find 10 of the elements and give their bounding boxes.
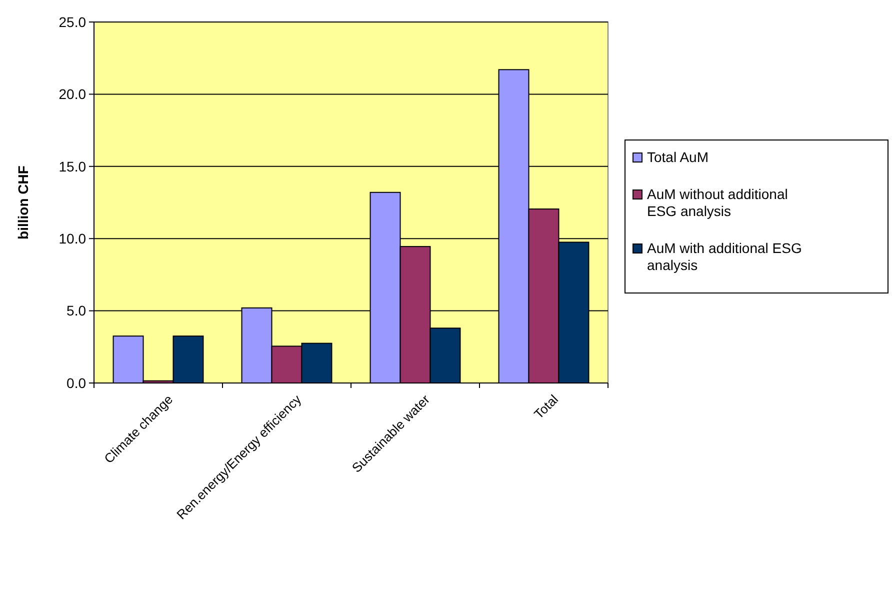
y-tick-label: 10.0: [58, 230, 86, 246]
legend-label: AuM with additional ESG analysis: [647, 240, 802, 273]
y-tick-label: 25.0: [58, 14, 86, 30]
legend-label: Total AuM: [647, 149, 708, 165]
y-tick-label: 5.0: [66, 302, 86, 319]
y-tick-label: 0.0: [66, 374, 86, 391]
legend-label: AuM without additional ESG analysis: [647, 186, 788, 219]
y-tick-label: 15.0: [58, 158, 86, 174]
y-tick-label: 20.0: [58, 86, 86, 102]
y-axis-title: billion CHF: [15, 165, 31, 240]
